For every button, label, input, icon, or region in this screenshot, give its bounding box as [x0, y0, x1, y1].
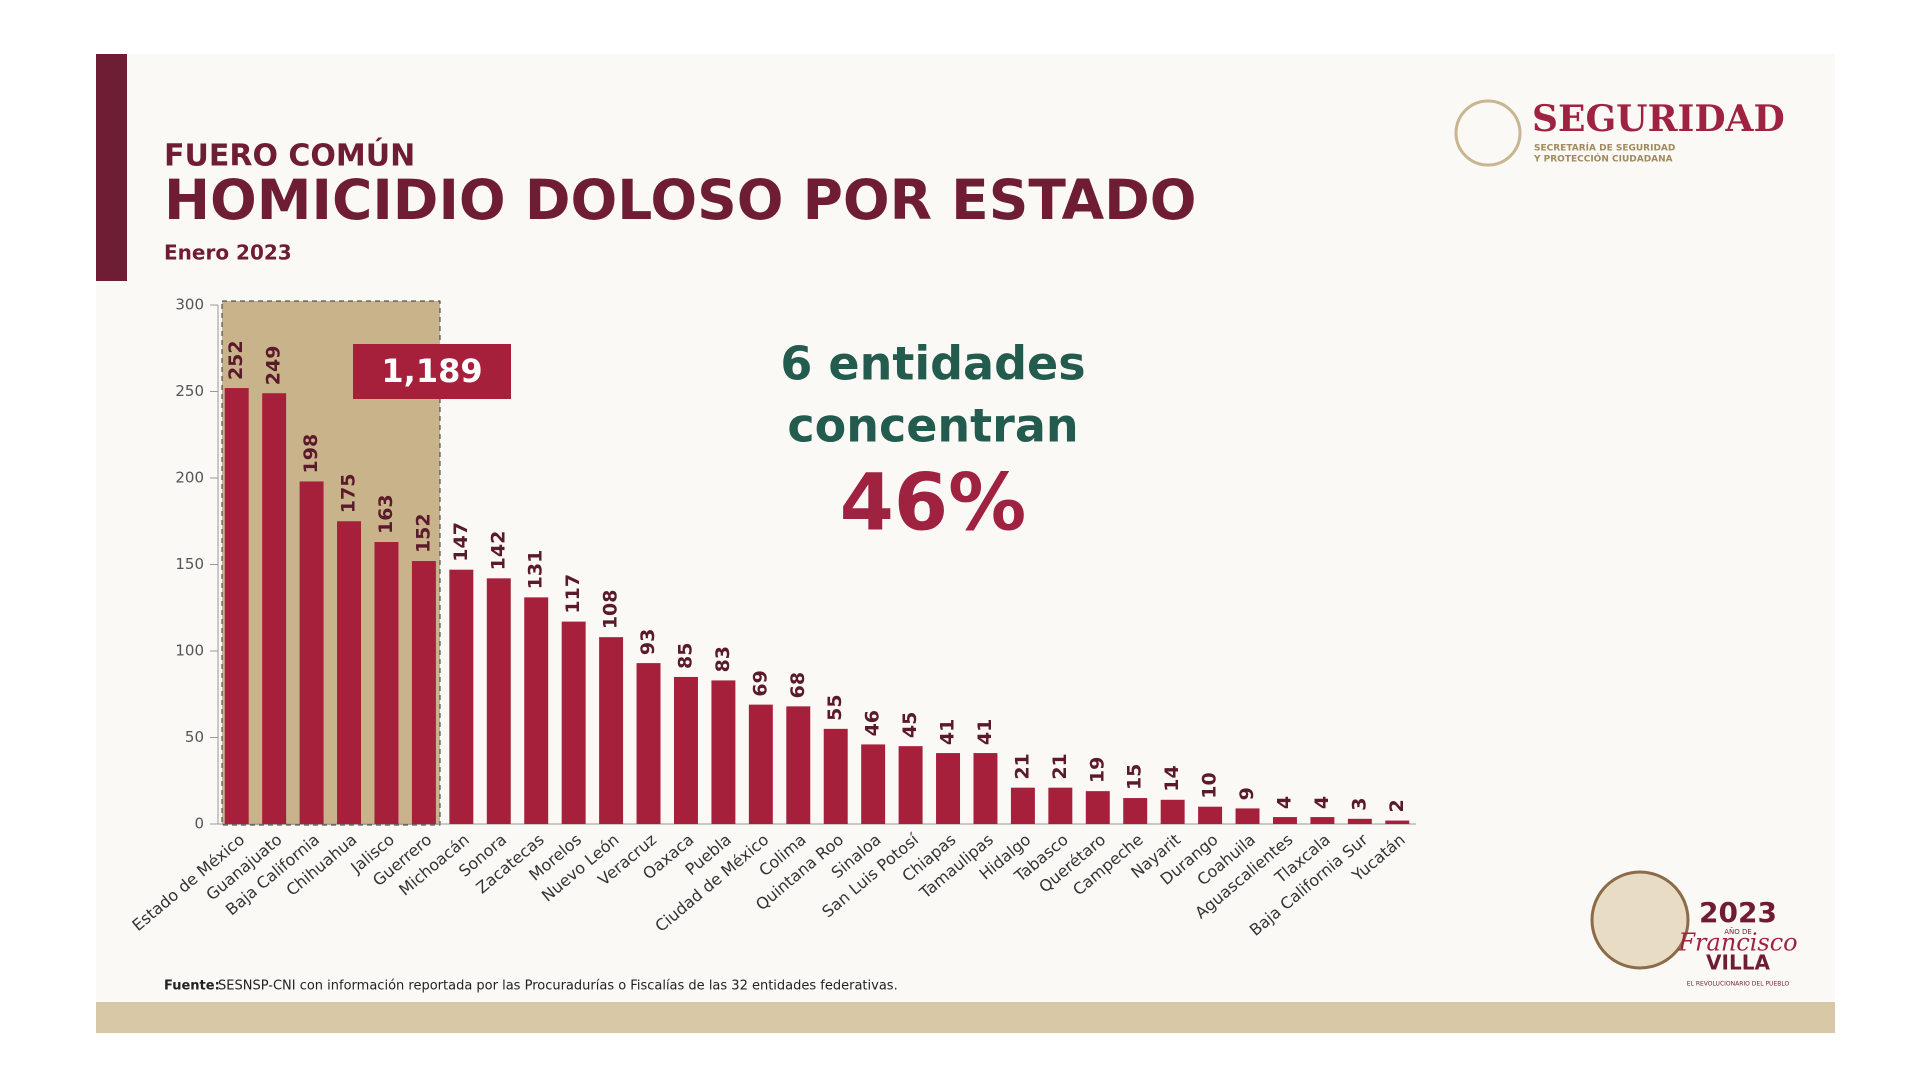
bar	[1272, 817, 1297, 824]
value-label: 252	[225, 340, 247, 380]
year: 2023	[1699, 896, 1777, 929]
bar	[224, 388, 249, 824]
bar	[262, 393, 287, 824]
bar	[636, 663, 661, 824]
value-label: 147	[450, 522, 472, 562]
bar	[599, 637, 624, 824]
bar	[973, 753, 998, 824]
bar	[374, 542, 399, 824]
accent-bar	[96, 54, 127, 281]
bar	[861, 744, 886, 824]
value-label: 9	[1236, 787, 1258, 800]
bar	[337, 521, 362, 824]
bar	[936, 753, 961, 824]
footer-band	[96, 1002, 1835, 1033]
bar	[561, 621, 586, 824]
y-tick-label: 100	[175, 642, 204, 660]
title: HOMICIDIO DOLOSO POR ESTADO	[164, 168, 1197, 232]
value-label: 131	[525, 550, 547, 590]
logo-line: Y PROTECCIÓN CIUDADANA	[1533, 153, 1673, 165]
value-label: 93	[637, 629, 659, 655]
bar	[486, 578, 511, 824]
subtitle: Enero 2023	[164, 241, 292, 265]
value-label: 2	[1386, 799, 1408, 812]
y-tick-label: 200	[175, 469, 204, 487]
bar	[748, 704, 773, 824]
y-tick-label: 50	[185, 728, 204, 746]
callout-text: 6 entidades	[780, 337, 1085, 391]
value-label: 41	[974, 719, 996, 745]
bar	[1198, 806, 1223, 824]
y-tick-label: 0	[194, 815, 204, 833]
kicker: FUERO COMÚN	[164, 137, 415, 174]
value-label: 10	[1199, 772, 1221, 798]
value-label: 249	[263, 346, 285, 386]
value-label: 3	[1348, 798, 1370, 811]
bar	[786, 706, 811, 824]
bar	[898, 746, 923, 824]
value-label: 4	[1311, 796, 1333, 809]
value-label: 142	[487, 531, 509, 571]
total-label: 1,189	[381, 352, 482, 390]
value-label: 21	[1049, 753, 1071, 779]
y-tick-label: 250	[175, 382, 204, 400]
value-label: 198	[300, 434, 322, 474]
value-label: 83	[712, 646, 734, 672]
value-label: 14	[1161, 765, 1183, 791]
bar	[1160, 799, 1185, 824]
villa-name: Francisco	[1677, 929, 1797, 957]
villa-motto: EL REVOLUCIONARIO DEL PUEBLO	[1687, 981, 1790, 988]
value-label: 15	[1124, 764, 1146, 790]
source-text: SESNSP-CNI con información reportada por…	[218, 979, 898, 994]
value-label: 55	[824, 694, 846, 720]
logo-name: SEGURIDAD	[1532, 98, 1785, 140]
bar	[1010, 787, 1035, 824]
logo-line: SECRETARÍA DE SEGURIDAD	[1534, 142, 1675, 154]
value-label: 19	[1086, 757, 1108, 783]
bar	[1347, 818, 1372, 824]
value-label: 152	[412, 513, 434, 553]
value-label: 68	[787, 672, 809, 698]
value-label: 4	[1273, 796, 1295, 809]
year-small: AÑO DE	[1724, 927, 1752, 936]
value-label: 85	[674, 642, 696, 668]
bar	[1235, 808, 1260, 824]
value-label: 21	[1011, 753, 1033, 779]
bar	[711, 680, 736, 824]
y-tick-label: 150	[175, 555, 204, 573]
bar	[1048, 787, 1073, 824]
y-tick-label: 300	[175, 296, 204, 314]
value-label: 69	[749, 670, 771, 696]
seal	[1454, 99, 1522, 167]
villa-name: VILLA	[1706, 951, 1770, 975]
bar	[823, 728, 848, 824]
bar	[524, 597, 549, 824]
value-label: 45	[899, 712, 921, 738]
bar	[411, 561, 436, 824]
value-label: 108	[600, 589, 622, 629]
total-box	[353, 344, 511, 399]
bar	[1385, 820, 1410, 824]
source-label: Fuente:	[164, 979, 220, 994]
value-label: 117	[562, 574, 584, 614]
bar	[1310, 817, 1335, 824]
value-label: 163	[375, 494, 397, 534]
villa-portrait	[1590, 870, 1690, 970]
bar	[1123, 798, 1148, 824]
callout-share: 46%	[840, 458, 1027, 548]
bar	[1085, 791, 1110, 824]
value-label: 41	[937, 719, 959, 745]
value-label: 175	[338, 474, 360, 514]
value-label: 46	[862, 710, 884, 736]
bar	[449, 569, 474, 824]
callout-text: concentran	[787, 399, 1078, 453]
bar	[299, 481, 324, 824]
bar	[673, 676, 698, 824]
